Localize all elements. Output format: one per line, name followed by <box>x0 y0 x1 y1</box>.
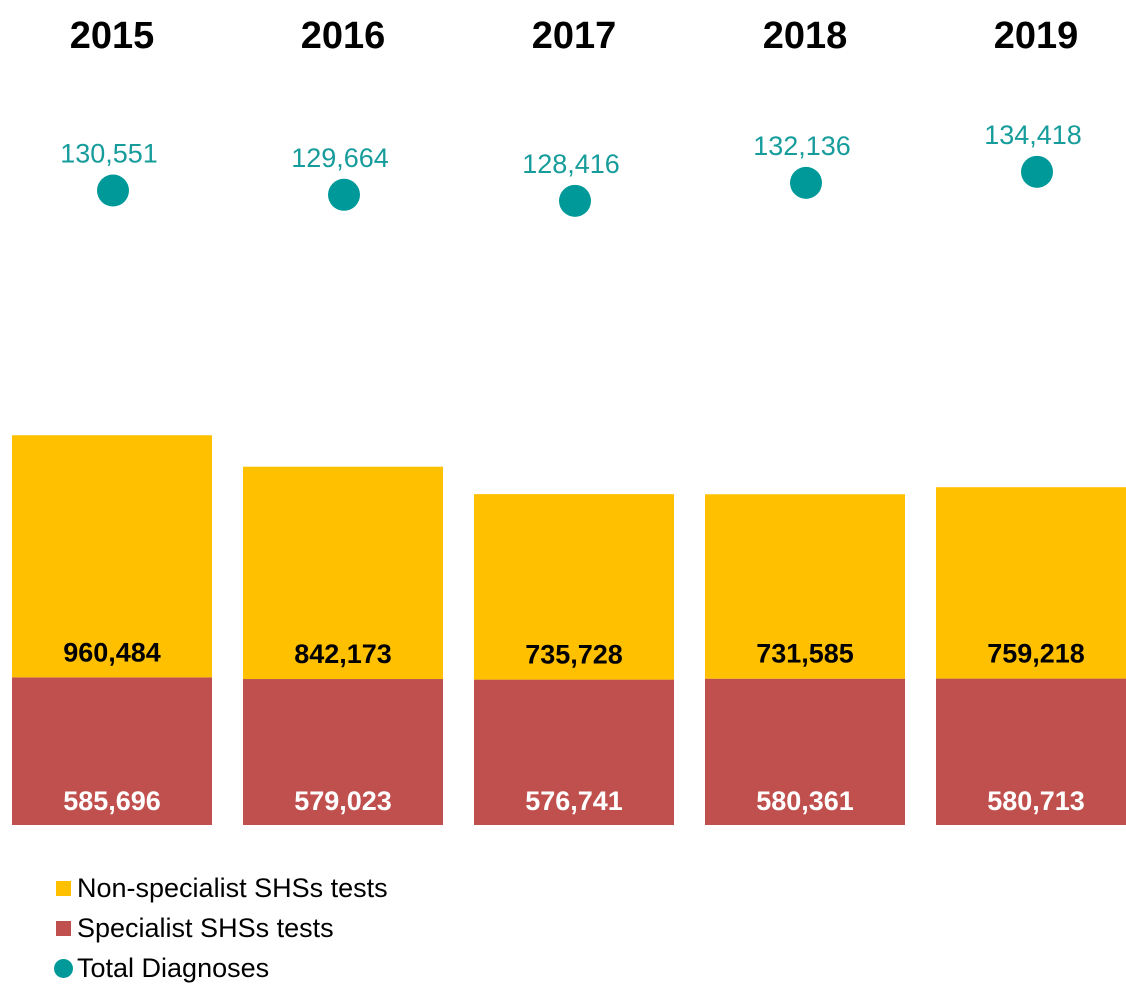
diagnoses-label-2017: 128,416 <box>522 149 620 179</box>
segment-labels: 960,484 585,696 842,173 579,023 735,728 576,7… <box>63 637 1085 816</box>
diagnoses-markers <box>97 155 1053 217</box>
diagnoses-labels: 130,551 129,664 128,416 132,136 134,418 <box>60 120 1082 179</box>
diagnoses-label-2018: 132,136 <box>753 131 851 161</box>
label-non-specialist-2018: 731,585 <box>756 639 854 669</box>
year-label-2017: 2017 <box>532 15 617 57</box>
legend-item-non-specialist: Non-specialist SHSs tests <box>56 868 388 908</box>
bar-specialist-2017 <box>474 679 674 825</box>
bar-non-specialist-2019 <box>936 487 1126 679</box>
label-specialist-2019: 580,713 <box>987 786 1085 816</box>
bar-non-specialist-2018 <box>705 494 905 679</box>
legend: Non-specialist SHSs tests Specialist SHS… <box>54 868 388 988</box>
label-non-specialist-2019: 759,218 <box>987 639 1085 669</box>
legend-swatch-non-specialist <box>56 880 71 896</box>
bars <box>12 435 1126 825</box>
label-specialist-2016: 579,023 <box>294 786 392 816</box>
legend-item-specialist: Specialist SHSs tests <box>56 908 388 948</box>
bar-non-specialist-2016 <box>243 466 443 680</box>
diagnoses-marker-2019 <box>1021 155 1053 188</box>
bar-specialist-2019 <box>936 678 1126 825</box>
label-non-specialist-2016: 842,173 <box>294 639 392 669</box>
diagnoses-marker-2018 <box>790 166 822 199</box>
diagnoses-marker-2017 <box>559 184 591 217</box>
label-specialist-2015: 585,696 <box>63 786 161 816</box>
legend-swatch-specialist <box>56 920 71 936</box>
bar-specialist-2018 <box>705 678 905 825</box>
year-label-2018: 2018 <box>763 15 848 57</box>
bar-non-specialist-2015 <box>12 435 212 678</box>
label-non-specialist-2015: 960,484 <box>63 637 161 667</box>
legend-dot-total-diagnoses <box>54 958 73 978</box>
bar-specialist-2015 <box>12 677 212 825</box>
label-specialist-2018: 580,361 <box>756 786 854 816</box>
year-labels: 2015 2016 2017 2018 2019 <box>70 15 1079 57</box>
year-label-2019: 2019 <box>994 15 1079 57</box>
bar-specialist-2016 <box>243 679 443 825</box>
bar-non-specialist-2017 <box>474 494 674 680</box>
label-non-specialist-2017: 735,728 <box>525 640 623 670</box>
year-label-2016: 2016 <box>301 15 386 57</box>
diagnoses-label-2016: 129,664 <box>291 143 389 173</box>
diagnoses-marker-2015 <box>97 174 129 207</box>
diagnoses-marker-2016 <box>328 178 360 211</box>
legend-label-total-diagnoses: Total Diagnoses <box>77 952 270 983</box>
diagnoses-label-2015: 130,551 <box>60 139 158 169</box>
legend-label-non-specialist: Non-specialist SHSs tests <box>77 872 388 903</box>
legend-label-specialist: Specialist SHSs tests <box>77 912 334 943</box>
legend-item-total-diagnoses: Total Diagnoses <box>54 948 388 988</box>
label-specialist-2017: 576,741 <box>525 786 623 816</box>
diagnoses-label-2019: 134,418 <box>984 120 1082 150</box>
year-label-2015: 2015 <box>70 15 155 57</box>
